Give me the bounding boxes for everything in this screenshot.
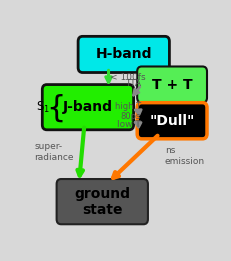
Text: ns
emission: ns emission [165, 146, 205, 166]
FancyBboxPatch shape [42, 85, 134, 130]
Text: "Dull": "Dull" [149, 114, 195, 128]
FancyBboxPatch shape [137, 67, 207, 103]
FancyBboxPatch shape [57, 179, 148, 224]
Text: T + T: T + T [152, 78, 192, 92]
Text: {: { [46, 93, 65, 122]
Text: ground
state: ground state [74, 187, 130, 217]
FancyBboxPatch shape [137, 103, 207, 139]
Text: < 100fs: < 100fs [110, 73, 146, 82]
Text: TTA: TTA [125, 79, 141, 88]
FancyBboxPatch shape [78, 36, 169, 73]
Text: H-band: H-band [95, 48, 152, 61]
Text: J-band: J-band [63, 100, 113, 114]
Text: low T: low T [117, 120, 141, 129]
Text: high T
80ps: high T 80ps [115, 102, 141, 121]
Text: S$_1$: S$_1$ [36, 100, 50, 115]
Text: super-
radiance: super- radiance [34, 142, 74, 162]
